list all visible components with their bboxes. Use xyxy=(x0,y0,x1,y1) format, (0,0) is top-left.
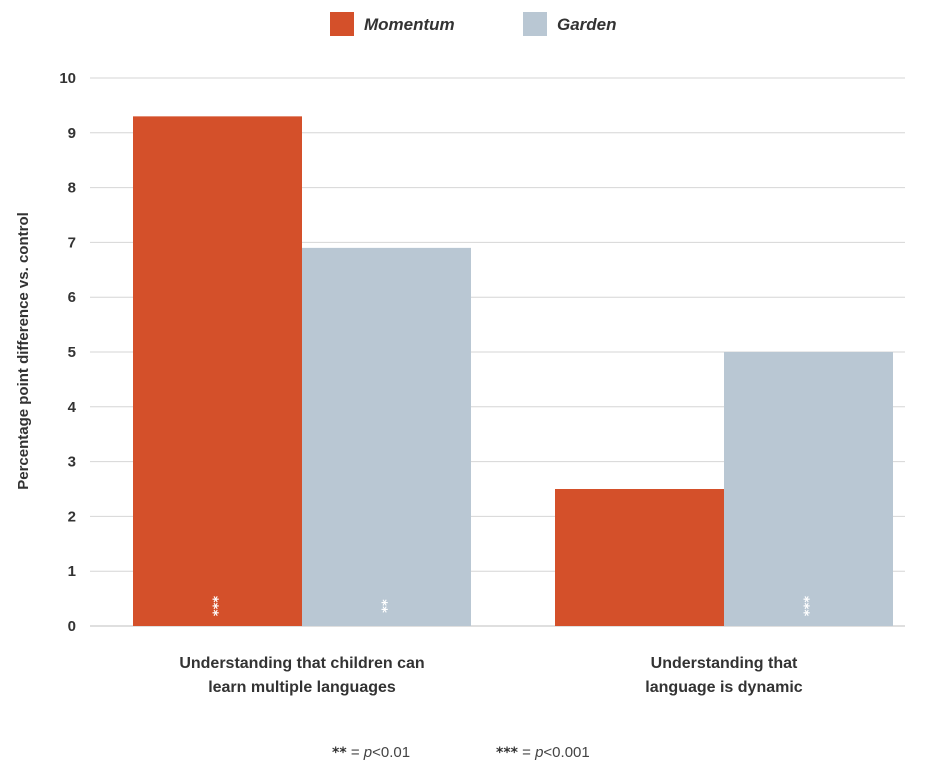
y-tick-label: 8 xyxy=(68,180,76,197)
y-tick-label: 10 xyxy=(59,70,76,87)
x-category-label: learn multiple languages xyxy=(208,679,396,696)
y-axis-ticks: 0 1 2 3 4 5 6 7 8 9 10 xyxy=(59,70,76,635)
significance-marker: ** xyxy=(381,599,396,613)
x-category-label: Understanding that children can xyxy=(179,655,424,672)
legend: Momentum Garden xyxy=(330,12,617,36)
footnote: ** = p<0.01 *** = p<0.001 xyxy=(332,744,590,761)
y-tick-label: 5 xyxy=(68,344,76,361)
x-axis-labels: Understanding that children can learn mul… xyxy=(179,655,802,696)
y-tick-label: 1 xyxy=(68,563,76,580)
legend-swatch xyxy=(523,12,547,36)
x-category-label: language is dynamic xyxy=(645,679,802,696)
y-axis-label: Percentage point difference vs. control xyxy=(15,212,32,490)
y-tick-label: 9 xyxy=(68,125,76,142)
y-tick-label: 6 xyxy=(68,289,76,306)
y-tick-label: 3 xyxy=(68,454,76,471)
legend-label: Garden xyxy=(557,15,617,34)
legend-label: Momentum xyxy=(364,15,455,34)
footnote-item: *** = p<0.001 xyxy=(496,744,590,761)
bar xyxy=(133,116,302,627)
x-category-label: Understanding that xyxy=(651,655,798,672)
bar xyxy=(724,352,893,626)
bars xyxy=(133,116,893,627)
significance-marker: *** xyxy=(803,596,818,617)
y-tick-label: 4 xyxy=(68,399,77,416)
y-tick-label: 2 xyxy=(68,508,76,525)
significance-markers: *** ** *** xyxy=(212,596,818,617)
y-tick-label: 0 xyxy=(68,618,76,635)
legend-swatch xyxy=(330,12,354,36)
bar xyxy=(302,247,471,626)
y-tick-label: 7 xyxy=(68,234,76,251)
bar xyxy=(555,489,724,626)
footnote-item: ** = p<0.01 xyxy=(332,744,410,761)
significance-marker: *** xyxy=(212,596,227,617)
